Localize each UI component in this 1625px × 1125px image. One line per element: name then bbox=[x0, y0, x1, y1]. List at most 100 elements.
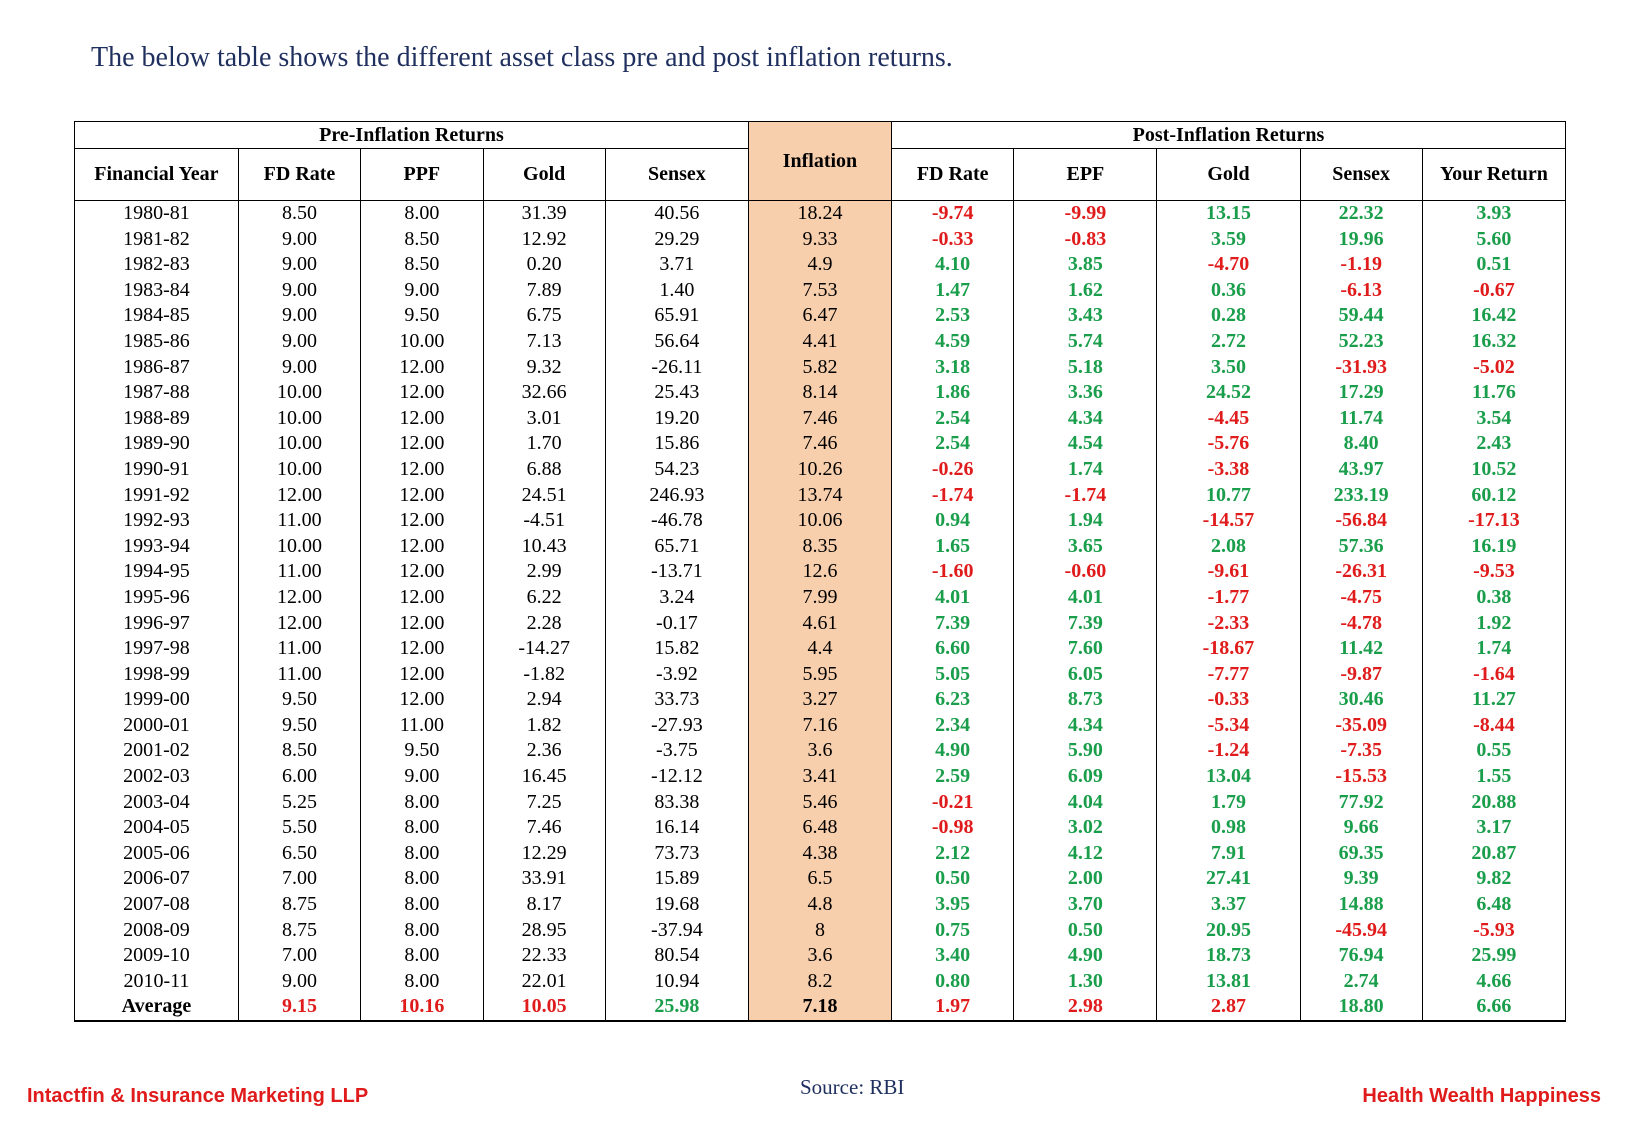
cell-post-sensex: 8.40 bbox=[1299, 431, 1423, 457]
table-row: 1994-95 11.00 12.00 2.99 -13.71 12.6 -1.60 -0.6… bbox=[74, 559, 1567, 585]
cell-epf: 2.00 bbox=[1013, 866, 1158, 893]
cell-post-gold: 0.28 bbox=[1156, 303, 1301, 329]
cell-epf: 3.02 bbox=[1013, 815, 1158, 841]
cell-sensex: 56.64 bbox=[604, 328, 749, 355]
cell-post-gold: 7.91 bbox=[1156, 840, 1301, 867]
cell-fd-rate: 10.00 bbox=[237, 380, 362, 406]
cell-fd-rate: 11.00 bbox=[237, 636, 362, 662]
cell-gold: 8.17 bbox=[482, 892, 606, 918]
cell-sensex: -3.92 bbox=[604, 661, 749, 688]
cell-financial-year: 1986-87 bbox=[74, 354, 239, 381]
cell-epf: 3.43 bbox=[1013, 303, 1158, 329]
cell-post-gold: -7.77 bbox=[1156, 661, 1301, 688]
cell-fd-rate: 8.50 bbox=[237, 199, 362, 227]
cell-epf: 5.90 bbox=[1013, 738, 1158, 765]
cell-gold: 7.25 bbox=[482, 789, 606, 816]
average-post-fd-rate: 1.97 bbox=[890, 994, 1015, 1022]
table-header: Pre-Inflation Returns Inflation Post-Inf… bbox=[74, 121, 1567, 201]
cell-gold: 6.75 bbox=[482, 303, 606, 329]
cell-post-sensex: 30.46 bbox=[1299, 687, 1423, 713]
cell-sensex: -12.12 bbox=[604, 764, 749, 790]
table-row: 2008-09 8.75 8.00 28.95 -37.94 8 0.75 0.50 20.95… bbox=[74, 917, 1567, 944]
pre-inflation-group-header: Pre-Inflation Returns bbox=[74, 121, 749, 149]
cell-gold: 12.29 bbox=[482, 840, 606, 867]
cell-post-gold: 3.37 bbox=[1156, 892, 1301, 918]
cell-fd-rate: 6.00 bbox=[237, 764, 362, 790]
cell-post-fd-rate: -0.98 bbox=[890, 815, 1015, 841]
cell-financial-year: 1989-90 bbox=[74, 431, 239, 457]
cell-ppf: 8.00 bbox=[360, 866, 484, 893]
cell-epf: 6.09 bbox=[1013, 764, 1158, 790]
cell-fd-rate: 11.00 bbox=[237, 559, 362, 585]
cell-epf: 1.62 bbox=[1013, 277, 1158, 304]
cell-post-fd-rate: 1.47 bbox=[890, 277, 1015, 304]
col-post-fd-rate: FD Rate bbox=[890, 148, 1015, 201]
cell-your-return: 20.87 bbox=[1421, 840, 1567, 867]
cell-post-fd-rate: 4.59 bbox=[890, 328, 1015, 355]
cell-post-sensex: 14.88 bbox=[1299, 892, 1423, 918]
table-row: 2004-05 5.50 8.00 7.46 16.14 6.48 -0.98 3.02 0.9… bbox=[74, 815, 1567, 841]
cell-gold: 12.92 bbox=[482, 226, 606, 253]
cell-fd-rate: 10.00 bbox=[237, 456, 362, 483]
cell-your-return: -5.02 bbox=[1421, 354, 1567, 381]
cell-post-sensex: -9.87 bbox=[1299, 661, 1423, 688]
cell-inflation: 4.41 bbox=[747, 328, 893, 355]
cell-inflation: 5.46 bbox=[747, 789, 893, 816]
cell-inflation: 6.48 bbox=[747, 815, 893, 841]
cell-your-return: -8.44 bbox=[1421, 712, 1567, 739]
cell-your-return: 16.42 bbox=[1421, 303, 1567, 329]
col-sensex: Sensex bbox=[604, 148, 749, 201]
cell-financial-year: 1998-99 bbox=[74, 661, 239, 688]
cell-gold: 16.45 bbox=[482, 764, 606, 790]
cell-ppf: 12.00 bbox=[360, 405, 484, 432]
cell-fd-rate: 9.00 bbox=[237, 252, 362, 278]
cell-your-return: -9.53 bbox=[1421, 559, 1567, 585]
col-ppf: PPF bbox=[360, 148, 484, 201]
cell-ppf: 12.00 bbox=[360, 661, 484, 688]
cell-ppf: 8.50 bbox=[360, 252, 484, 278]
table-row: 1982-83 9.00 8.50 0.20 3.71 4.9 4.10 3.85 -4.70-… bbox=[74, 252, 1567, 278]
table-row: 2000-01 9.50 11.00 1.82 -27.93 7.16 2.34 4.34 -5… bbox=[74, 712, 1567, 739]
cell-post-sensex: -31.93 bbox=[1299, 354, 1423, 381]
cell-post-sensex: 69.35 bbox=[1299, 840, 1423, 867]
cell-sensex: 10.94 bbox=[604, 968, 749, 995]
table-row: 1993-94 10.00 12.00 10.43 65.71 8.35 1.65 3.65 2… bbox=[74, 533, 1567, 560]
cell-financial-year: 1991-92 bbox=[74, 482, 239, 509]
cell-gold: 2.99 bbox=[482, 559, 606, 585]
cell-sensex: 19.68 bbox=[604, 892, 749, 918]
table-body: 1980-81 8.50 8.00 31.39 40.56 18.24 -9.74 -9.99… bbox=[74, 199, 1567, 1022]
cell-ppf: 8.00 bbox=[360, 199, 484, 227]
cell-gold: 6.22 bbox=[482, 584, 606, 611]
cell-gold: 1.70 bbox=[482, 431, 606, 457]
cell-post-sensex: 2.74 bbox=[1299, 968, 1423, 995]
cell-post-sensex: -4.78 bbox=[1299, 610, 1423, 637]
average-your-return: 6.66 bbox=[1421, 994, 1567, 1022]
cell-sensex: 40.56 bbox=[604, 199, 749, 227]
cell-fd-rate: 8.75 bbox=[237, 892, 362, 918]
col-epf: EPF bbox=[1013, 148, 1158, 201]
cell-your-return: -0.67 bbox=[1421, 277, 1567, 304]
cell-post-gold: 27.41 bbox=[1156, 866, 1301, 893]
cell-ppf: 12.00 bbox=[360, 584, 484, 611]
cell-post-sensex: -15.53 bbox=[1299, 764, 1423, 790]
cell-gold: 22.33 bbox=[482, 943, 606, 969]
cell-post-gold: 3.50 bbox=[1156, 354, 1301, 381]
cell-your-return: 2.43 bbox=[1421, 431, 1567, 457]
cell-your-return: 3.93 bbox=[1421, 199, 1567, 227]
average-gold: 10.05 bbox=[482, 994, 606, 1022]
cell-fd-rate: 9.00 bbox=[237, 303, 362, 329]
cell-post-sensex: 11.74 bbox=[1299, 405, 1423, 432]
cell-gold: 31.39 bbox=[482, 199, 606, 227]
cell-financial-year: 2005-06 bbox=[74, 840, 239, 867]
cell-inflation: 7.46 bbox=[747, 431, 893, 457]
cell-epf: 3.70 bbox=[1013, 892, 1158, 918]
cell-inflation: 7.46 bbox=[747, 405, 893, 432]
cell-post-fd-rate: -1.74 bbox=[890, 482, 1015, 509]
cell-post-fd-rate: 6.23 bbox=[890, 687, 1015, 713]
average-post-gold: 2.87 bbox=[1156, 994, 1301, 1022]
cell-your-return: 0.51 bbox=[1421, 252, 1567, 278]
cell-post-sensex: 9.39 bbox=[1299, 866, 1423, 893]
cell-post-fd-rate: -1.60 bbox=[890, 559, 1015, 585]
cell-fd-rate: 10.00 bbox=[237, 405, 362, 432]
cell-epf: -1.74 bbox=[1013, 482, 1158, 509]
